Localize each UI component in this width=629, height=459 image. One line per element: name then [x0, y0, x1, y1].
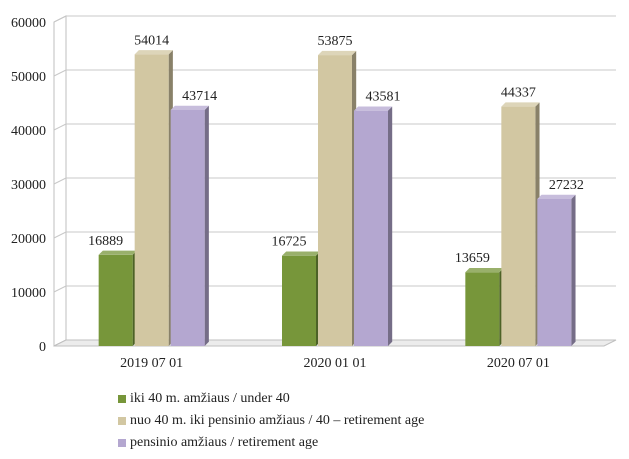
gridline-side	[53, 15, 67, 23]
legend-label-retirement: pensinio amžiaus / retirement age	[130, 434, 319, 450]
legend-swatch-under-40	[118, 394, 126, 403]
data-label: 16889	[88, 234, 123, 249]
bar-top	[354, 106, 393, 111]
data-label: 43581	[366, 90, 401, 105]
bar	[282, 255, 316, 346]
data-label: 44337	[501, 86, 536, 101]
y-tick-label: 0	[39, 340, 46, 355]
bar	[170, 109, 205, 346]
x-tick-label: 2020 07 01	[487, 356, 550, 371]
bar-top	[537, 194, 576, 199]
legend: iki 40 m. amžiaus / under 40 nuo 40 m. i…	[118, 388, 424, 454]
data-label: 13659	[455, 251, 490, 266]
bar	[134, 54, 169, 346]
gridline-side	[53, 123, 67, 131]
bar-side	[204, 105, 209, 346]
x-tick-label: 2020 01 01	[304, 356, 367, 371]
legend-item-retirement: pensinio amžiaus / retirement age	[118, 432, 424, 453]
bar	[318, 55, 352, 346]
bar	[354, 110, 388, 346]
bar-top	[465, 268, 504, 273]
bar	[98, 254, 133, 346]
bar-side	[571, 194, 576, 346]
legend-item-40-retirement: nuo 40 m. iki pensinio amžiaus / 40 – re…	[118, 410, 424, 431]
legend-swatch-retirement	[118, 438, 126, 447]
bar-top	[282, 251, 321, 256]
bar	[465, 272, 500, 346]
data-label: 43714	[182, 89, 217, 104]
bar-side	[388, 106, 393, 346]
y-tick-label: 50000	[11, 70, 46, 85]
y-tick-label: 20000	[11, 232, 46, 247]
gridline-side	[53, 285, 67, 293]
data-label: 27232	[549, 178, 584, 193]
gridline-side	[53, 177, 67, 185]
y-tick-label: 60000	[11, 16, 46, 31]
bar-top	[170, 105, 209, 110]
y-tick-label: 30000	[11, 178, 46, 193]
legend-swatch-40-retirement	[118, 416, 126, 425]
bar-top	[501, 102, 540, 107]
gridline-side	[53, 231, 67, 239]
bar-chart: 0 10000 20000 30000 40000 50000 60000 16889 5401…	[11, 15, 617, 371]
legend-label-under-40: iki 40 m. amžiaus / under 40	[130, 390, 290, 406]
data-label: 54014	[134, 33, 169, 48]
bar-top	[318, 50, 357, 56]
bar	[501, 106, 536, 346]
bar	[537, 198, 572, 346]
gridline-side	[53, 69, 67, 77]
y-tick-label: 40000	[11, 124, 46, 139]
y-tick-label: 10000	[11, 286, 46, 301]
data-label: 16725	[272, 235, 307, 250]
bar-top	[98, 250, 137, 255]
data-label: 53875	[318, 34, 353, 49]
legend-item-under-40: iki 40 m. amžiaus / under 40	[118, 388, 424, 409]
legend-label-40-retirement: nuo 40 m. iki pensinio amžiaus / 40 – re…	[130, 412, 425, 428]
bar-top	[134, 50, 173, 55]
x-tick-label: 2019 07 01	[120, 356, 183, 371]
